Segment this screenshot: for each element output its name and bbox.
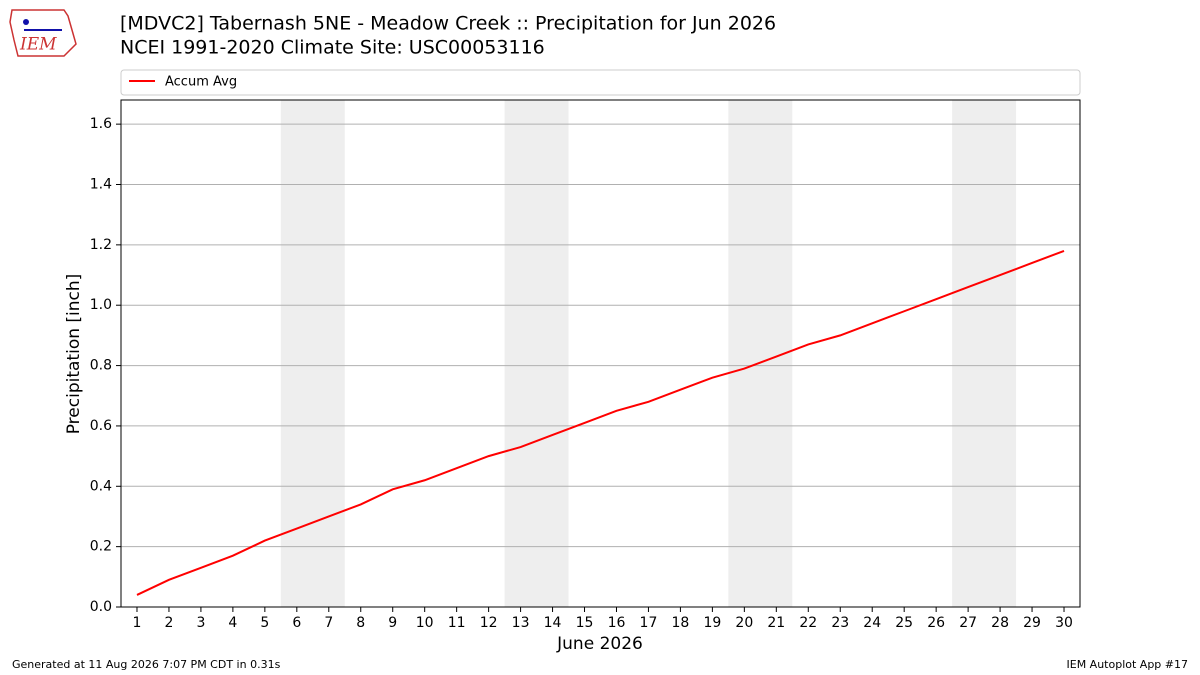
y-tick-label: 0.6 <box>90 418 112 434</box>
footer-left: Generated at 11 Aug 2026 7:07 PM CDT in … <box>12 658 281 671</box>
x-tick-label: 7 <box>324 615 333 631</box>
y-tick-label: 0.2 <box>90 539 112 555</box>
y-tick-label: 0.0 <box>90 599 112 615</box>
data-line <box>136 249 1065 596</box>
logo-dot <box>23 19 29 25</box>
x-tick-label: 4 <box>228 615 237 631</box>
x-tick-label: 29 <box>1023 615 1041 631</box>
legend-label: Accum Avg <box>165 75 237 90</box>
x-tick-label: 15 <box>576 615 594 631</box>
y-tick-label: 0.4 <box>90 478 112 494</box>
x-tick-label: 18 <box>672 615 690 631</box>
x-tick-label: 6 <box>292 615 301 631</box>
x-tick-label: 2 <box>164 615 173 631</box>
x-tick-label: 20 <box>735 615 753 631</box>
weekend-band <box>952 100 1017 607</box>
x-tick-label: 3 <box>196 615 205 631</box>
x-tick-label: 17 <box>640 615 658 631</box>
x-tick-label: 5 <box>260 615 269 631</box>
logo-text: IEM <box>19 35 57 55</box>
y-tick-label: 1.6 <box>90 116 112 132</box>
logo-outline <box>9 9 77 57</box>
weekend-band <box>504 100 569 607</box>
x-axis-label: June 2026 <box>556 634 643 654</box>
y-tick-label: 1.0 <box>90 297 112 313</box>
x-tick-label: 9 <box>388 615 397 631</box>
y-tick-label: 1.2 <box>90 237 112 253</box>
x-tick-label: 21 <box>767 615 785 631</box>
x-tick-label: 28 <box>991 615 1009 631</box>
legend-box <box>120 69 1081 96</box>
x-tick-label: 13 <box>512 615 530 631</box>
plot-frame <box>120 99 1081 608</box>
x-tick-label: 1 <box>133 615 142 631</box>
x-tick-label: 16 <box>608 615 626 631</box>
x-tick-label: 24 <box>863 615 881 631</box>
x-tick-label: 23 <box>831 615 849 631</box>
y-axis-label: Precipitation [inch] <box>64 274 84 435</box>
x-tick-label: 30 <box>1055 615 1073 631</box>
chart-subtitle: NCEI 1991-2020 Climate Site: USC00053116 <box>120 37 545 59</box>
x-tick-label: 8 <box>356 615 365 631</box>
x-tick-label: 26 <box>927 615 945 631</box>
x-tick-label: 19 <box>703 615 721 631</box>
x-tick-label: 12 <box>480 615 498 631</box>
y-tick-label: 1.4 <box>90 177 112 193</box>
x-tick-label: 10 <box>416 615 434 631</box>
y-tick-label: 0.8 <box>90 358 112 374</box>
x-tick-label: 27 <box>959 615 977 631</box>
x-tick-label: 14 <box>544 615 562 631</box>
x-tick-label: 22 <box>799 615 817 631</box>
logo: IEM <box>9 9 77 57</box>
x-tick-label: 25 <box>895 615 913 631</box>
x-tick-label: 11 <box>448 615 466 631</box>
chart-title: [MDVC2] Tabernash 5NE - Meadow Creek :: … <box>120 13 776 35</box>
footer-right: IEM Autoplot App #17 <box>1067 658 1189 671</box>
